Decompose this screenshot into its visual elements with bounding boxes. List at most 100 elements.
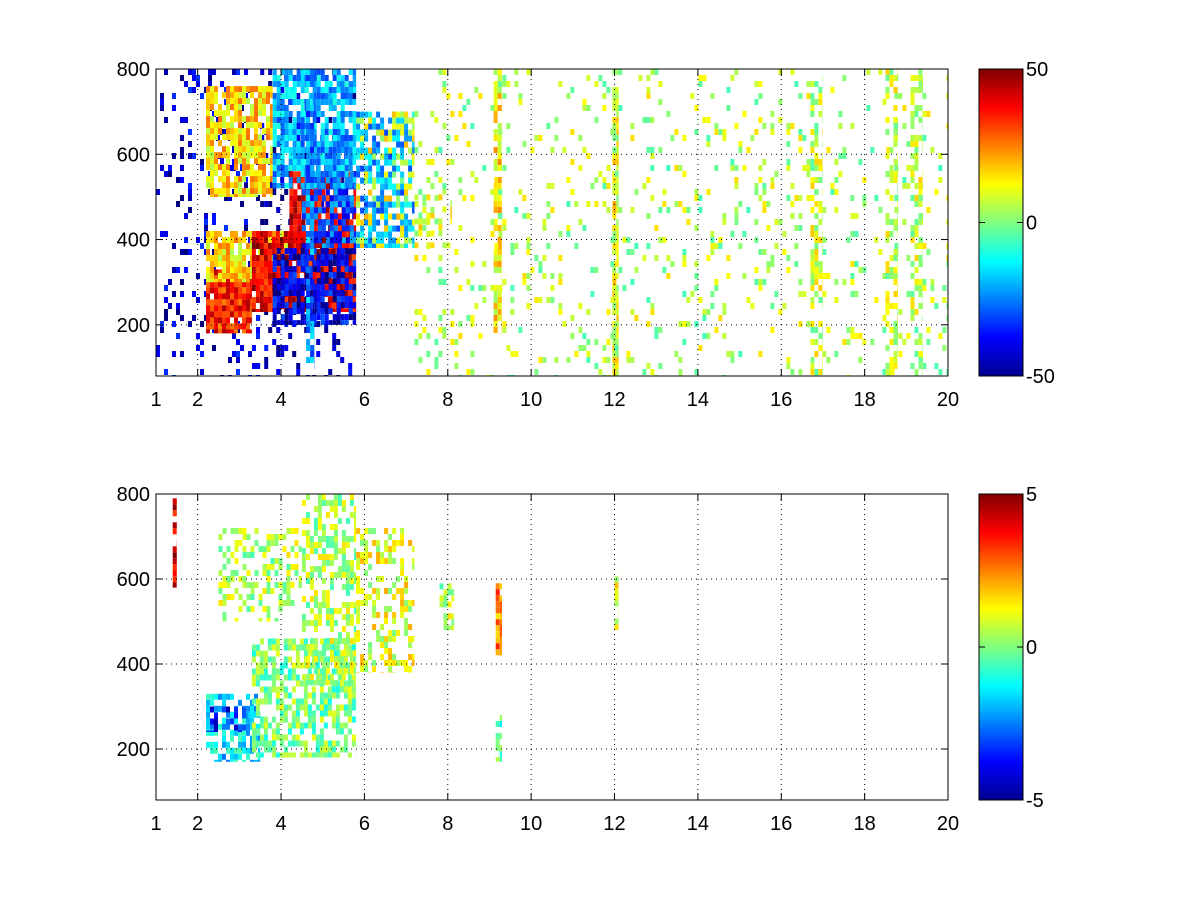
heatmap-cell (882, 327, 887, 333)
heatmap-cell (254, 140, 258, 147)
heatmap-cell (206, 237, 210, 243)
heatmap-cell (251, 267, 256, 273)
heatmap-cell (616, 231, 619, 237)
heatmap-cell (344, 302, 349, 309)
heatmap-cell (897, 87, 898, 93)
heatmap-cell (349, 572, 354, 578)
heatmap-cell (260, 123, 265, 129)
heatmap-cell (341, 650, 346, 656)
heatmap-cell (356, 195, 361, 202)
heatmap-cell (343, 680, 348, 687)
heatmap-cell (214, 164, 218, 171)
heatmap-cell (738, 147, 743, 153)
heatmap-cell (352, 272, 357, 279)
heatmap-cell (258, 122, 262, 129)
heatmap-cell (364, 111, 369, 118)
heatmap-cell (400, 159, 405, 166)
heatmap-cell (226, 92, 230, 99)
heatmap-cell (364, 135, 369, 142)
heatmap-cell (263, 309, 268, 312)
heatmap-cell (806, 159, 811, 165)
heatmap-cell (774, 291, 779, 297)
heatmap-cell (236, 357, 240, 363)
heatmap-cell (324, 117, 329, 123)
heatmap-cell (914, 231, 919, 237)
heatmap-cell (238, 188, 242, 195)
heatmap-cell (210, 98, 214, 105)
heatmap-cell (351, 704, 356, 711)
heatmap-cell (616, 369, 619, 375)
heatmap-cell (714, 123, 719, 129)
heatmap-cell (502, 279, 507, 285)
heatmap-cell (317, 620, 322, 626)
colorbar (978, 68, 1024, 377)
heatmap-cell (758, 117, 763, 123)
heatmap-cell (256, 327, 260, 333)
heatmap-cell (275, 734, 280, 741)
heatmap-cell (438, 147, 443, 153)
heatmap-cell (897, 189, 898, 195)
heatmap-cell (922, 111, 927, 117)
heatmap-cell (372, 606, 377, 612)
heatmap-cell (616, 111, 619, 117)
heatmap-cell (412, 225, 415, 232)
heatmap-cell (614, 321, 619, 327)
heatmap-cell (493, 93, 498, 99)
heatmap-cell (893, 363, 898, 369)
heatmap-cell (310, 213, 315, 219)
heatmap-cell (292, 141, 297, 147)
heatmap-cell (388, 534, 393, 540)
heatmap-cell (303, 686, 308, 693)
heatmap-cell (288, 308, 293, 315)
heatmap-cell (388, 213, 393, 220)
heatmap-cell (414, 309, 419, 315)
heatmap-cell (376, 207, 381, 214)
heatmap-cell (321, 500, 326, 506)
heatmap-cell (356, 528, 361, 534)
heatmap-cell (906, 165, 911, 171)
heatmap-cell (280, 81, 285, 87)
heatmap-cell (726, 105, 731, 111)
heatmap-cell (352, 147, 357, 153)
heatmap-cell (422, 194, 427, 201)
heatmap-cell (510, 249, 515, 255)
heatmap-cell (234, 305, 238, 312)
heatmap-cell (234, 299, 238, 306)
heatmap-cell (838, 171, 843, 177)
heatmap-cell (164, 69, 168, 75)
heatmap-cell (408, 606, 413, 612)
heatmap-cell (335, 704, 340, 711)
heatmap-cell (284, 171, 289, 177)
heatmap-cell (312, 129, 317, 135)
heatmap-cell (246, 693, 250, 700)
heatmap-cell (898, 309, 903, 315)
heatmap-cell (376, 636, 381, 642)
heatmap-cell (351, 740, 356, 747)
heatmap-cell (426, 219, 431, 225)
heatmap-cell (250, 170, 254, 177)
heatmap-cell (283, 231, 288, 237)
heatmap-cell (439, 595, 444, 602)
heatmap-cell (242, 188, 246, 195)
heatmap-cell (276, 111, 281, 117)
heatmap-cell (332, 314, 337, 321)
heatmap-cell (384, 648, 389, 654)
heatmap-cell (351, 686, 356, 693)
heatmap-cell (242, 293, 246, 300)
heatmap-cell (336, 339, 341, 345)
heatmap-cell (914, 87, 919, 93)
heatmap-cell (616, 207, 619, 213)
heatmap-cell (250, 122, 254, 129)
heatmap-cell (176, 309, 180, 315)
heatmap-cell (180, 75, 184, 81)
heatmap-cell (930, 279, 935, 285)
heatmap-cell (438, 279, 443, 285)
heatmap-cell (282, 546, 287, 552)
heatmap-cell (254, 693, 258, 700)
heatmap-cell (352, 177, 357, 183)
heatmap-cell (214, 170, 218, 177)
heatmap-cell (301, 644, 306, 650)
heatmap-cell (340, 165, 345, 171)
heatmap-cell (333, 231, 338, 238)
heatmap-cell (242, 231, 246, 237)
